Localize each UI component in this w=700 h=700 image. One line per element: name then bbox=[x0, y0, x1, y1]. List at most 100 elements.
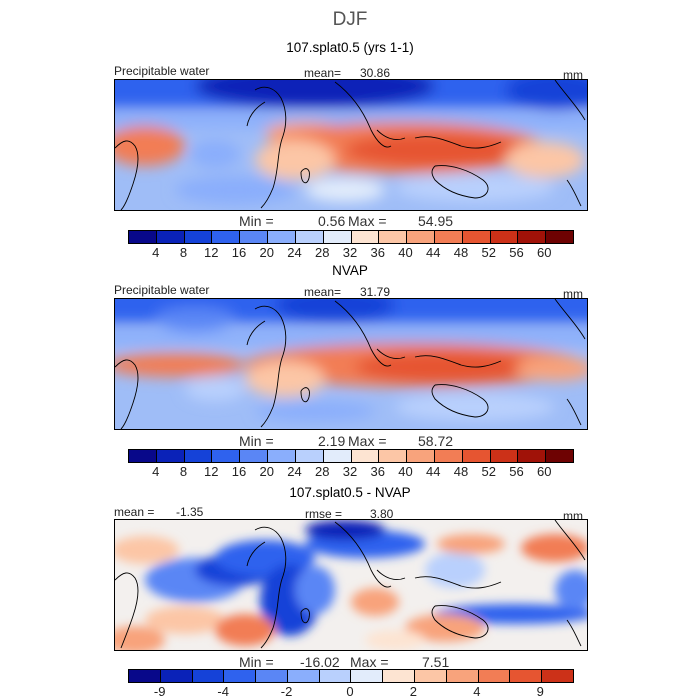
colorbar-2-segment bbox=[407, 450, 435, 462]
colorbar-2-segment bbox=[129, 450, 157, 462]
colorbar-2-segment bbox=[462, 450, 491, 462]
colorbar-1-tick-label: 36 bbox=[370, 245, 385, 260]
colorbar-1-segment bbox=[212, 231, 241, 243]
colorbar-3-segment bbox=[287, 670, 320, 682]
colorbar-2-tick-label: 24 bbox=[287, 464, 302, 479]
colorbar-1-tick-label: 12 bbox=[204, 245, 219, 260]
panel-1-variable-label: Precipitable water bbox=[114, 64, 210, 78]
colorbar-2-segment bbox=[434, 450, 463, 462]
panel-3-rmse-value: 3.80 bbox=[370, 507, 394, 521]
colorbar-2-segment bbox=[184, 450, 213, 462]
colorbar-3-tick-label: 2 bbox=[409, 684, 418, 699]
panel-2-title: NVAP bbox=[332, 263, 368, 278]
panel-1-max-label: Max = bbox=[348, 213, 387, 229]
panel-2-map bbox=[114, 298, 588, 430]
panel-1-max-value: 54.95 bbox=[418, 213, 454, 229]
colorbar-3-segment bbox=[129, 670, 161, 682]
colorbar-1-segment bbox=[518, 231, 547, 243]
panel-1-title: 107.splat0.5 (yrs 1-1) bbox=[286, 40, 414, 55]
colorbar-1-segment bbox=[323, 231, 352, 243]
panel-3-min-label: Min = bbox=[239, 654, 274, 670]
panel-2-colorbar-ticks: 4 8 12 16 20 24 28 32 36 40 44 48 52 56 60 bbox=[128, 464, 572, 480]
panel-2-max-label: Max = bbox=[348, 433, 387, 449]
panel-2-units: mm bbox=[563, 287, 583, 301]
colorbar-1-tick-label: 8 bbox=[179, 245, 188, 260]
colorbar-3-segment bbox=[224, 670, 257, 682]
colorbar-3-segment bbox=[192, 670, 225, 682]
colorbar-1-segment bbox=[268, 231, 296, 243]
colorbar-1-segment bbox=[379, 231, 408, 243]
colorbar-1-segment bbox=[407, 231, 435, 243]
colorbar-2-segment bbox=[295, 450, 324, 462]
colorbar-1-tick-label: 48 bbox=[453, 245, 469, 260]
colorbar-2-segment bbox=[546, 450, 573, 462]
colorbar-1-tick-label: 52 bbox=[481, 245, 496, 260]
colorbar-1-tick-label: 32 bbox=[342, 245, 358, 260]
panel-3-map bbox=[114, 519, 588, 651]
colorbar-3-segment bbox=[510, 670, 543, 682]
colorbar-2-segment bbox=[323, 450, 352, 462]
colorbar-3-segment bbox=[351, 670, 384, 682]
panel-3-title: 107.splat0.5 - NVAP bbox=[289, 485, 411, 500]
colorbar-1-tick-label: 44 bbox=[426, 245, 441, 260]
colorbar-2-segment bbox=[379, 450, 408, 462]
panel-1-colorbar-ticks: 4 8 12 16 20 24 28 32 36 40 44 48 52 56 60 bbox=[128, 245, 572, 261]
colorbar-3-tick-label: 0 bbox=[346, 684, 354, 699]
colorbar-1-tick-label: 28 bbox=[315, 245, 330, 260]
colorbar-3-tick-label: 4 bbox=[473, 684, 481, 699]
panel-1-units: mm bbox=[563, 68, 583, 82]
colorbar-2-segment bbox=[212, 450, 241, 462]
panel-3-colorbar-ticks: -9 -4 -2 0 2 4 9 bbox=[128, 684, 572, 700]
colorbar-2-segment bbox=[156, 450, 185, 462]
panel-2-min-label: Min = bbox=[239, 433, 274, 449]
colorbar-1-segment bbox=[156, 231, 185, 243]
panel-2-mean-value: 31.79 bbox=[360, 285, 391, 299]
colorbar-3-tick-label: -4 bbox=[217, 684, 229, 699]
colorbar-1-segment bbox=[546, 231, 573, 243]
colorbar-1-segment bbox=[295, 231, 324, 243]
colorbar-2-tick-label: 60 bbox=[537, 464, 552, 479]
colorbar-3-segment bbox=[446, 670, 479, 682]
panel-3-rmse-label: rmse = bbox=[305, 507, 343, 521]
colorbar-1-tick-label: 60 bbox=[537, 245, 552, 260]
colorbar-2-segment bbox=[240, 450, 269, 462]
colorbar-1-segment bbox=[129, 231, 157, 243]
colorbar-2-tick-label: 52 bbox=[481, 464, 496, 479]
colorbar-2-tick-label: 32 bbox=[342, 464, 358, 479]
colorbar-1-tick-label: 20 bbox=[259, 245, 274, 260]
colorbar-1-segment bbox=[434, 231, 463, 243]
colorbar-3-tick-label: -2 bbox=[280, 684, 293, 699]
colorbar-1-tick-label: 4 bbox=[152, 245, 160, 260]
colorbar-2-tick-label: 56 bbox=[509, 464, 524, 479]
panel-1-min-value: 0.56 bbox=[318, 213, 346, 229]
colorbar-2-tick-label: 4 bbox=[152, 464, 160, 479]
colorbar-2-tick-label: 48 bbox=[453, 464, 469, 479]
colorbar-3-segment bbox=[256, 670, 288, 682]
colorbar-2-tick-label: 16 bbox=[231, 464, 247, 479]
panel-3-min-value: -16.02 bbox=[300, 654, 340, 670]
main-title: DJF bbox=[332, 9, 368, 30]
colorbar-2-tick-label: 28 bbox=[315, 464, 330, 479]
colorbar-2-tick-label: 12 bbox=[204, 464, 219, 479]
panel-2-colorbar bbox=[128, 449, 574, 463]
panel-2-mean-label: mean= bbox=[304, 285, 342, 299]
panel-1-min-label: Min = bbox=[239, 213, 274, 229]
colorbar-1-segment bbox=[240, 231, 269, 243]
colorbar-3-segment bbox=[160, 670, 193, 682]
colorbar-2-tick-label: 8 bbox=[179, 464, 188, 479]
panel-2-variable-label: Precipitable water bbox=[114, 283, 210, 297]
colorbar-3-segment bbox=[478, 670, 511, 682]
colorbar-2-tick-label: 36 bbox=[370, 464, 385, 479]
colorbar-2-tick-label: 44 bbox=[426, 464, 441, 479]
colorbar-3-segment bbox=[542, 670, 573, 682]
colorbar-1-segment bbox=[184, 231, 213, 243]
colorbar-1-tick-label: 40 bbox=[398, 245, 413, 260]
panel-1-map bbox=[114, 79, 588, 211]
panel-3-max-value: 7.51 bbox=[422, 654, 450, 670]
panel-1-colorbar bbox=[128, 230, 574, 244]
colorbar-1-tick-label: 24 bbox=[287, 245, 302, 260]
colorbar-3-tick-label: 9 bbox=[536, 684, 544, 699]
colorbar-1-tick-label: 16 bbox=[231, 245, 247, 260]
colorbar-3-segment bbox=[383, 670, 416, 682]
colorbar-3-segment bbox=[319, 670, 352, 682]
